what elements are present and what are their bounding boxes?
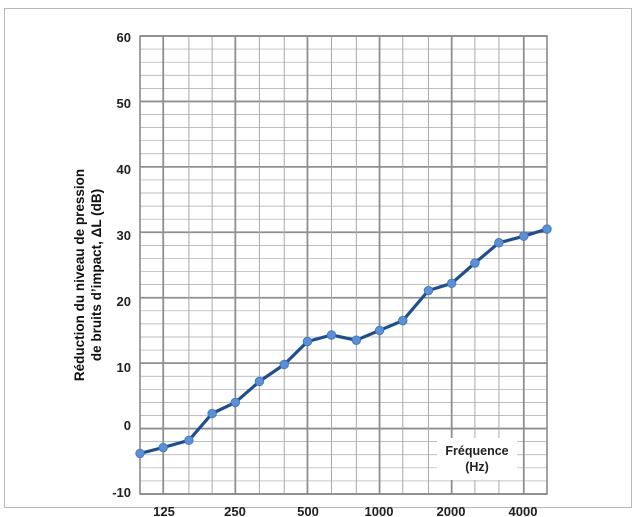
- y-tick-label: 50: [117, 96, 131, 111]
- y-axis-label-line-1: Réduction du niveau de pression: [72, 169, 87, 381]
- y-tick-label: 40: [117, 162, 131, 177]
- x-tick-label: 1000: [365, 504, 394, 517]
- annotation-line-1: Fréquence: [445, 444, 508, 458]
- data-point: [398, 315, 408, 326]
- data-point: [158, 442, 168, 453]
- y-axis-ticks: 60 50 40 30 20 10 0 -10: [112, 30, 131, 500]
- x-tick-label: 250: [224, 504, 246, 517]
- data-point: [519, 231, 529, 241]
- data-point: [542, 224, 552, 234]
- frequency-annotation: Fréquence (Hz): [437, 438, 517, 480]
- y-tick-label: 20: [117, 294, 131, 309]
- y-tick-label: 60: [117, 30, 131, 45]
- data-point: [494, 238, 504, 248]
- y-tick-label: 0: [124, 418, 131, 433]
- data-point: [230, 397, 241, 408]
- x-axis-ticks: 125 250 500 1000 2000 4000: [153, 504, 537, 517]
- data-point: [423, 285, 434, 296]
- annotation-line-2: (Hz): [465, 460, 489, 474]
- series-line: [139, 227, 548, 455]
- x-tick-label: 500: [297, 504, 319, 517]
- x-tick-label: 2000: [437, 504, 466, 517]
- y-tick-label: 30: [117, 228, 131, 243]
- plot-border: [139, 35, 548, 495]
- data-point: [135, 448, 145, 459]
- x-tick-label: 4000: [509, 504, 538, 517]
- y-axis-label-line-2: de bruits d’impact, ΔL (dB): [89, 189, 104, 361]
- annotation-background: [437, 438, 517, 480]
- grid: [139, 35, 548, 495]
- data-point: [184, 435, 194, 446]
- data-point: [279, 359, 289, 370]
- data-point: [207, 408, 217, 419]
- data-point: [254, 376, 265, 387]
- data-point: [302, 336, 313, 347]
- y-tick-label: -10: [112, 485, 131, 500]
- data-point: [446, 278, 457, 289]
- y-tick-label: 10: [117, 360, 131, 375]
- x-tick-label: 125: [153, 504, 175, 517]
- y-axis-label: Réduction du niveau de pression de bruit…: [72, 169, 104, 381]
- series: [135, 224, 552, 459]
- data-point: [470, 258, 480, 268]
- data-point: [374, 325, 385, 336]
- data-point: [351, 335, 362, 345]
- data-point: [326, 330, 337, 340]
- chart-frame: [4, 8, 632, 508]
